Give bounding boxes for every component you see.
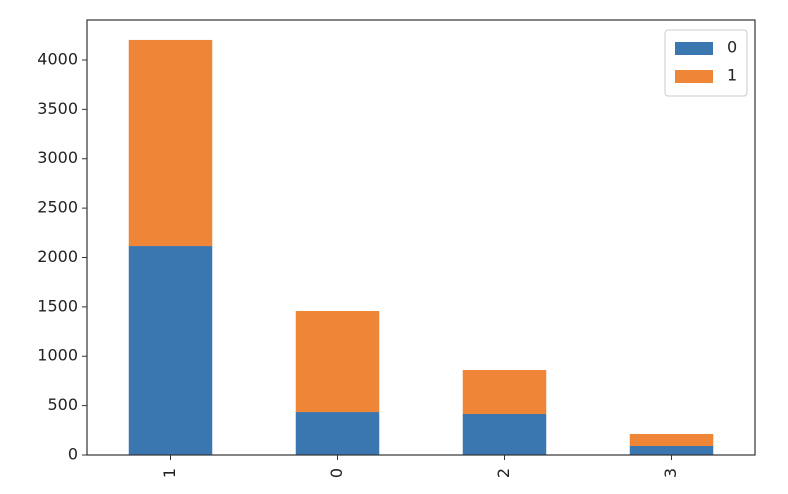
axes-frame [86,19,756,456]
y-tick-label: 3000 [37,148,78,167]
y-tick-label: 1500 [37,296,78,315]
bar-segment [462,369,547,415]
y-tick-label: 0 [68,445,78,464]
bar-segment [629,446,714,455]
legend-label: 1 [727,66,737,85]
bar-segment [462,414,547,455]
y-tick-label: 1000 [37,346,78,365]
y-tick-label: 3500 [37,99,78,118]
x-tick-label: 3 [661,468,680,478]
y-tick-label: 500 [47,395,78,414]
x-tick-label: 0 [327,468,346,478]
x-tick-label: 2 [494,468,513,478]
bar-segment [629,433,714,447]
bar-segment [295,412,380,455]
y-tick-label: 2500 [37,198,78,217]
x-tick-label: 1 [160,468,179,478]
legend-label: 0 [727,38,737,57]
bar-segment [295,311,380,413]
bar-segment [128,39,213,247]
bar-segment [128,246,213,455]
legend-swatch [675,70,713,83]
legend-swatch [675,42,713,55]
y-tick-label: 4000 [37,49,78,68]
y-tick-label: 2000 [37,247,78,266]
